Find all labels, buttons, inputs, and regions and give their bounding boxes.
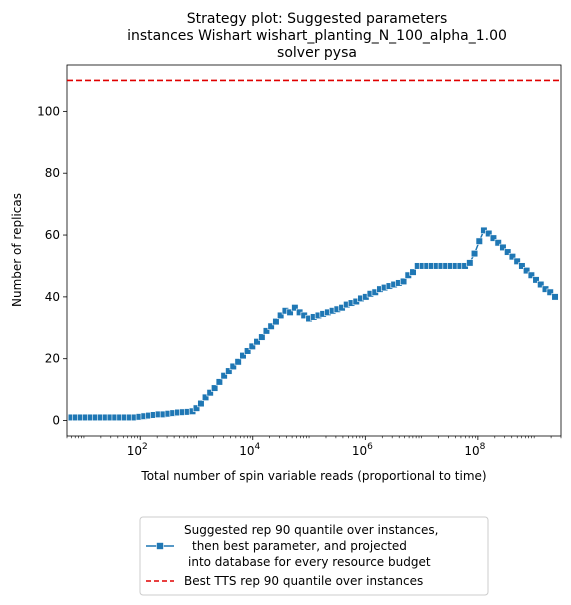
chart-title-line-2: instances Wishart wishart_planting_N_100…: [127, 28, 507, 44]
data-point: [286, 308, 294, 316]
data-point: [258, 333, 266, 341]
legend-label-suggested-line-1: Suggested rep 90 quantile over instances…: [184, 523, 438, 537]
x-axis-label: Total number of spin variable reads (pro…: [140, 469, 486, 483]
data-point: [475, 237, 483, 245]
data-point: [229, 362, 237, 371]
series-line: [71, 229, 556, 419]
data-point: [244, 347, 252, 355]
suggested-rep-series: [67, 226, 559, 422]
data-point: [272, 318, 280, 326]
y-tick-label: 20: [45, 352, 60, 366]
data-point: [470, 249, 479, 258]
data-point: [197, 399, 205, 408]
y-tick-label: 100: [37, 104, 60, 118]
data-point: [409, 268, 417, 276]
data-point: [248, 342, 256, 350]
data-point: [513, 257, 521, 265]
data-point: [192, 404, 201, 412]
y-tick-label: 40: [45, 290, 60, 304]
legend-label-best-tts: Best TTS rep 90 quantile over instances: [184, 574, 423, 588]
legend-label-suggested-line-2: then best parameter, and projected: [192, 539, 407, 553]
y-tick-label: 80: [45, 166, 60, 180]
data-point: [546, 288, 554, 296]
data-point: [277, 311, 285, 320]
plot-area: [66, 64, 562, 437]
data-point: [201, 393, 210, 401]
data-point: [551, 293, 559, 301]
data-point: [489, 234, 498, 242]
data-point: [239, 352, 247, 360]
data-point: [504, 248, 512, 256]
data-point: [291, 304, 299, 312]
y-tick-label: 0: [52, 414, 60, 428]
legend-swatch-suggested-marker: [156, 542, 164, 550]
x-axis-ticks: 102 104 106 108: [66, 436, 562, 458]
data-point: [225, 367, 233, 375]
legend-label-suggested-line-3: into database for every resource budget: [188, 555, 431, 569]
legend-box: [139, 516, 489, 596]
y-axis-ticks: 0 20 40 60 80 100: [37, 104, 67, 428]
data-point: [253, 338, 261, 346]
chart-title-line-3: solver pysa: [277, 45, 357, 61]
data-point: [211, 384, 219, 392]
data-point: [537, 280, 545, 289]
data-point: [532, 276, 540, 284]
data-point: [518, 262, 526, 270]
data-point: [485, 229, 493, 238]
data-point: [399, 277, 408, 286]
data-point: [267, 322, 275, 330]
legend: Suggested rep 90 quantile over instances…: [139, 516, 489, 596]
chart-title-line-1: Strategy plot: Suggested parameters: [187, 11, 448, 27]
y-axis-label: Number of replicas: [10, 193, 24, 307]
data-point: [234, 358, 242, 366]
x-tick-label: 108: [464, 442, 485, 458]
data-point: [508, 253, 517, 261]
data-point: [494, 239, 502, 247]
data-point: [527, 271, 535, 279]
data-point: [215, 378, 223, 386]
y-tick-label: 60: [45, 228, 60, 242]
data-point: [220, 372, 228, 380]
data-point: [262, 327, 271, 335]
data-point: [206, 389, 214, 397]
data-point: [499, 243, 507, 252]
x-tick-label: 102: [127, 442, 148, 458]
data-point: [466, 259, 474, 267]
x-tick-label: 104: [239, 442, 260, 458]
data-point: [523, 266, 531, 275]
x-tick-label: 106: [352, 442, 373, 458]
